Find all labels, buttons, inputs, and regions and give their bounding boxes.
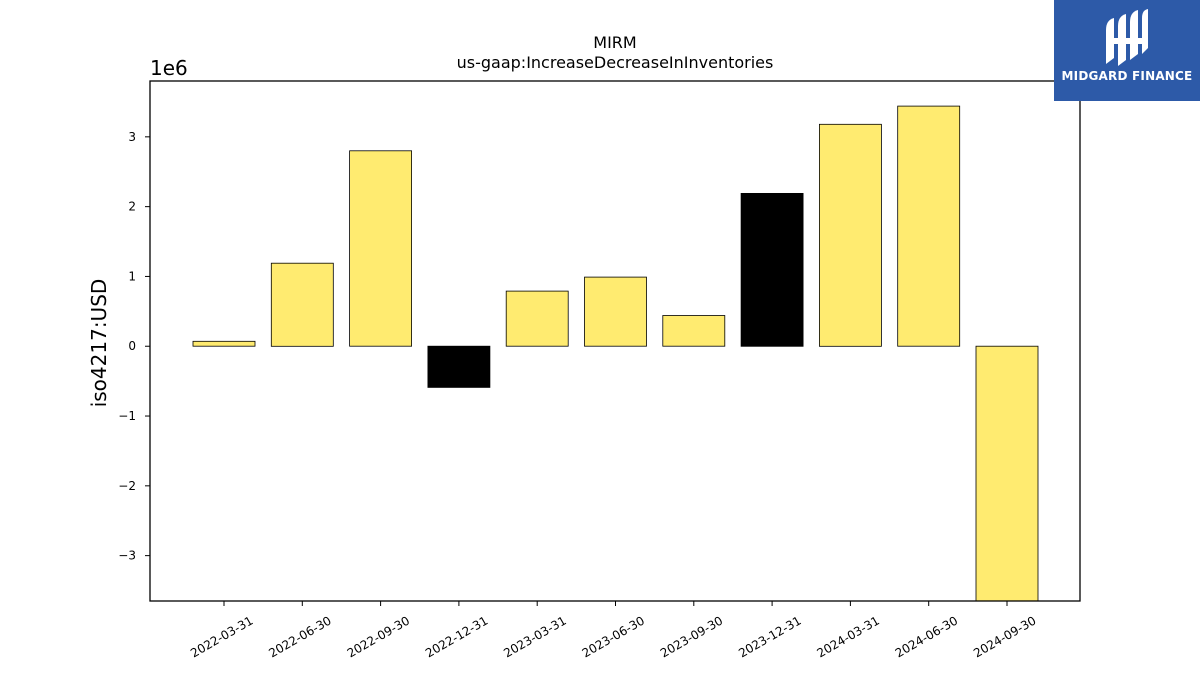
x-tick-label: 2023-06-30 (580, 613, 647, 660)
x-tick-label: 2023-09-30 (658, 613, 725, 660)
x-tick-label: 2022-06-30 (266, 613, 333, 660)
x-tick-label: 2022-03-31 (188, 613, 255, 660)
bar-2024-09-30 (975, 345, 1039, 602)
bar-2022-06-30 (270, 262, 334, 347)
bar-2024-06-30 (897, 105, 961, 347)
x-ticks-group: 2022-03-31 2022-06-30 2022-09-30 2022-12-31… (188, 601, 1039, 660)
bar-2023-03-31 (505, 290, 569, 347)
bars-group (192, 105, 1039, 602)
y-ticks-group: −3 −2 −1 0 1 2 3 (118, 130, 150, 563)
x-tick-label: 2024-09-30 (971, 613, 1038, 660)
y-axis-label: iso4217:USD (87, 279, 111, 408)
midgard-logo-icon (1106, 9, 1148, 66)
x-tick-label: 2022-09-30 (345, 613, 412, 660)
x-tick-label: 2024-03-31 (814, 613, 881, 660)
y-tick-label: 1 (128, 269, 136, 283)
bar-2023-06-30 (584, 276, 647, 347)
y-axis-offset-label: 1e6 (150, 56, 188, 80)
y-tick-label: −1 (118, 409, 136, 423)
y-tick-label: −3 (118, 549, 136, 563)
y-tick-label: −2 (118, 479, 136, 493)
bar-2022-03-31 (192, 340, 256, 347)
x-tick-label: 2022-12-31 (423, 613, 490, 660)
x-tick-label: 2023-03-31 (501, 613, 568, 660)
x-tick-label: 2023-12-31 (736, 613, 803, 660)
brand-logo: MIDGARD FINANCE (1054, 0, 1200, 101)
chart-title: MIRM (593, 33, 636, 52)
brand-name: MIDGARD FINANCE (1061, 69, 1193, 83)
y-tick-label: 0 (128, 339, 136, 353)
bar-2022-09-30 (349, 150, 413, 347)
bar-2024-03-31 (819, 123, 882, 347)
y-tick-label: 2 (128, 200, 136, 214)
x-tick-label: 2024-06-30 (893, 613, 960, 660)
chart-subtitle: us-gaap:IncreaseDecreaseInInventories (457, 53, 774, 72)
bar-2023-12-31 (740, 192, 804, 347)
bar-2023-09-30 (662, 315, 726, 347)
bar-2022-12-31 (427, 345, 491, 388)
y-tick-label: 3 (128, 130, 136, 144)
plot-frame (149, 80, 1081, 602)
